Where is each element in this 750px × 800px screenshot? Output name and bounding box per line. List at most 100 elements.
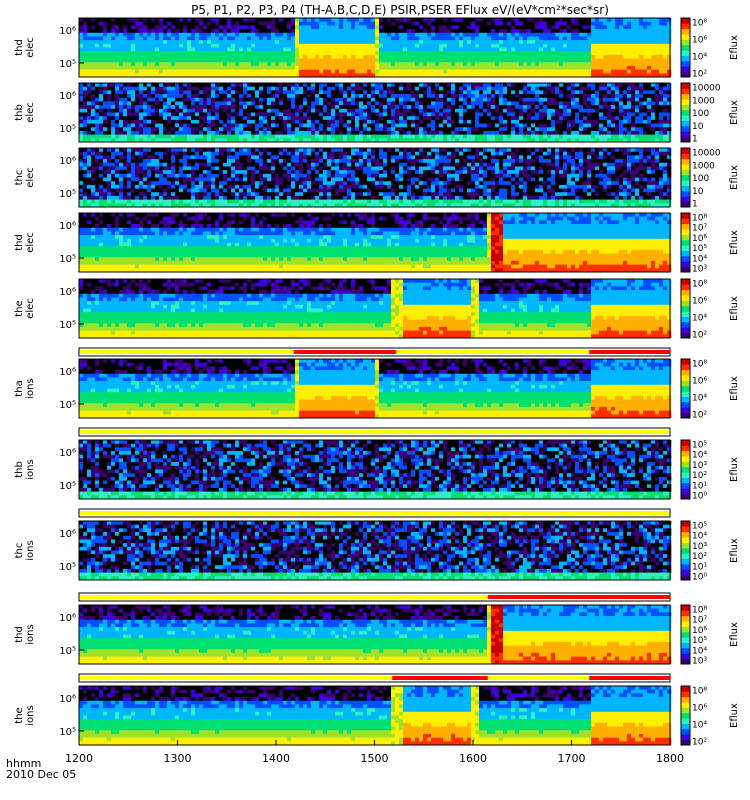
heatmap-cell <box>247 36 251 40</box>
heatmap-cell <box>355 25 359 29</box>
heatmap-cell <box>87 36 91 40</box>
heatmap-cell <box>335 116 339 120</box>
heatmap-cell <box>623 83 627 87</box>
heatmap-cell <box>223 127 227 131</box>
heatmap-cell <box>571 90 575 94</box>
heatmap-cell <box>447 48 451 52</box>
heatmap-cell <box>603 48 607 52</box>
heatmap-cell <box>407 124 411 128</box>
heatmap-cell <box>555 116 559 120</box>
heatmap-cell <box>611 62 615 66</box>
heatmap-cell <box>355 94 359 98</box>
heatmap-cell <box>387 33 391 37</box>
heatmap-cell <box>415 33 419 37</box>
heatmap-cell <box>79 70 83 74</box>
heatmap-cell <box>155 51 159 55</box>
heatmap-cell <box>279 105 283 109</box>
heatmap-cell <box>599 116 603 120</box>
heatmap-cell <box>219 87 223 91</box>
heatmap-cell <box>399 40 403 44</box>
heatmap-cell <box>123 48 127 52</box>
heatmap-cell <box>283 66 287 70</box>
heatmap-cell <box>319 94 323 98</box>
heatmap-cell <box>107 109 111 113</box>
heatmap-cell <box>375 44 379 48</box>
heatmap-cell <box>127 166 131 170</box>
heatmap-cell <box>599 29 603 33</box>
heatmap-cell <box>563 90 567 94</box>
heatmap-cell <box>467 116 471 120</box>
heatmap-cell <box>355 33 359 37</box>
heatmap-cell <box>439 120 443 124</box>
heatmap-cell <box>131 66 135 70</box>
heatmap-cell <box>379 131 383 135</box>
heatmap-cell <box>359 25 363 29</box>
heatmap-cell <box>547 55 551 59</box>
heatmap-cell <box>123 109 127 113</box>
heatmap-cell <box>99 62 103 66</box>
heatmap-cell <box>211 55 215 59</box>
heatmap-cell <box>595 18 599 22</box>
heatmap-cell <box>127 83 131 87</box>
heatmap-cell <box>239 135 243 139</box>
heatmap-cell <box>223 135 227 139</box>
heatmap-cell <box>535 113 539 117</box>
heatmap-cell <box>479 90 483 94</box>
heatmap-cell <box>591 120 595 124</box>
heatmap-cell <box>299 116 303 120</box>
heatmap-cell <box>315 127 319 131</box>
heatmap-cell <box>419 109 423 113</box>
heatmap-cell <box>663 44 667 48</box>
heatmap-cell <box>511 59 515 63</box>
heatmap-cell <box>235 70 239 74</box>
heatmap-cell <box>471 94 475 98</box>
heatmap-cell <box>271 55 275 59</box>
heatmap-cell <box>451 116 455 120</box>
heatmap-cell <box>351 90 355 94</box>
heatmap-cell <box>199 29 203 33</box>
heatmap-cell <box>503 22 507 26</box>
heatmap-cell <box>171 51 175 55</box>
heatmap-cell <box>99 98 103 102</box>
heatmap-cell <box>271 25 275 29</box>
heatmap-cell <box>87 25 91 29</box>
heatmap-cell <box>515 94 519 98</box>
heatmap-cell <box>91 51 95 55</box>
heatmap-cell <box>643 127 647 131</box>
heatmap-cell <box>551 62 555 66</box>
heatmap-cell <box>427 109 431 113</box>
heatmap-cell <box>187 98 191 102</box>
heatmap-cell <box>143 29 147 33</box>
heatmap-cell <box>363 40 367 44</box>
heatmap-cell <box>295 55 299 59</box>
heatmap-cell <box>91 181 95 185</box>
heatmap-cell <box>355 66 359 70</box>
heatmap-cell <box>427 113 431 117</box>
heatmap-cell <box>547 33 551 37</box>
heatmap-cell <box>447 135 451 139</box>
colorbar-tick-label: 1000 <box>692 96 715 106</box>
heatmap-cell <box>415 90 419 94</box>
heatmap-cell <box>411 124 415 128</box>
heatmap-cell <box>179 18 183 22</box>
heatmap-cell <box>243 59 247 63</box>
heatmap-cell <box>579 18 583 22</box>
heatmap-cell <box>491 59 495 63</box>
heatmap-cell <box>667 98 671 102</box>
heatmap-cell <box>519 55 523 59</box>
heatmap-cell <box>295 135 299 139</box>
heatmap-cell <box>343 48 347 52</box>
heatmap-cell <box>127 159 131 163</box>
heatmap-cell <box>351 33 355 37</box>
heatmap-cell <box>503 120 507 124</box>
heatmap-cell <box>487 18 491 22</box>
heatmap-cell <box>367 116 371 120</box>
heatmap-cell <box>667 94 671 98</box>
heatmap-cell <box>495 113 499 117</box>
heatmap-cell <box>495 127 499 131</box>
heatmap-cell <box>159 62 163 66</box>
heatmap-cell <box>315 36 319 40</box>
heatmap-cell <box>427 22 431 26</box>
heatmap-cell <box>531 62 535 66</box>
heatmap-cell <box>439 116 443 120</box>
